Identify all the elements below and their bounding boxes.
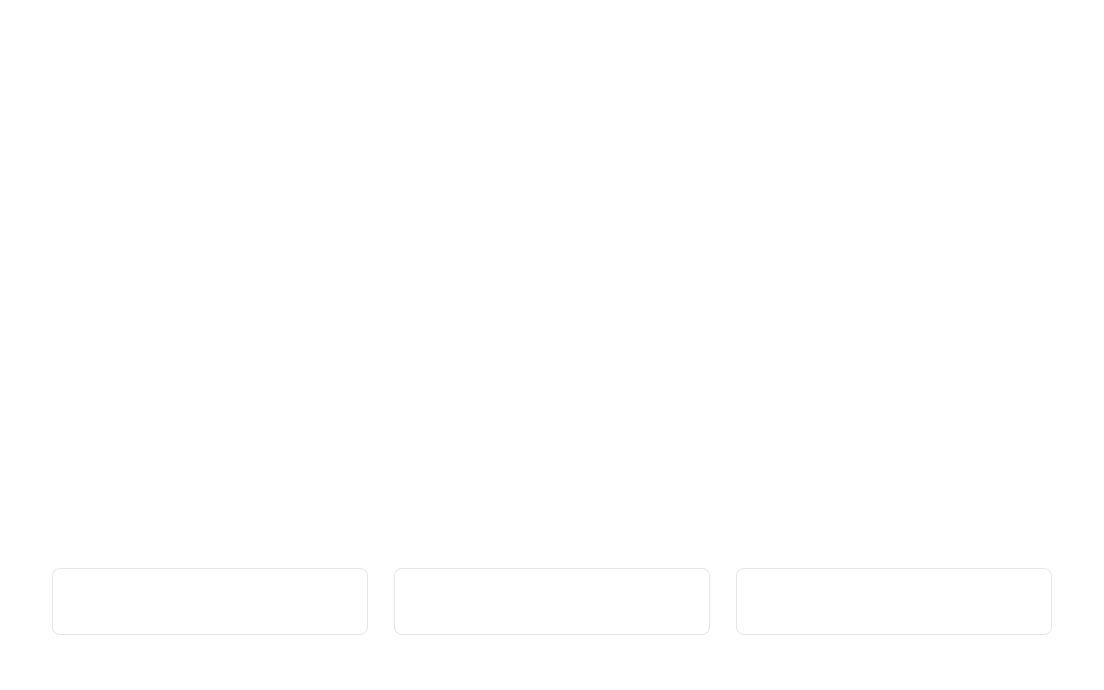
legend-label-min (201, 594, 219, 602)
legend-card-min (52, 568, 368, 635)
legend-card-avg (394, 568, 710, 635)
legend-label-avg (543, 594, 561, 602)
legend-card-max (736, 568, 1052, 635)
legend-label-max (885, 594, 903, 602)
gauge-svg (52, 30, 1052, 550)
cost-gauge-chart (52, 30, 1052, 550)
legend-row (52, 568, 1052, 635)
